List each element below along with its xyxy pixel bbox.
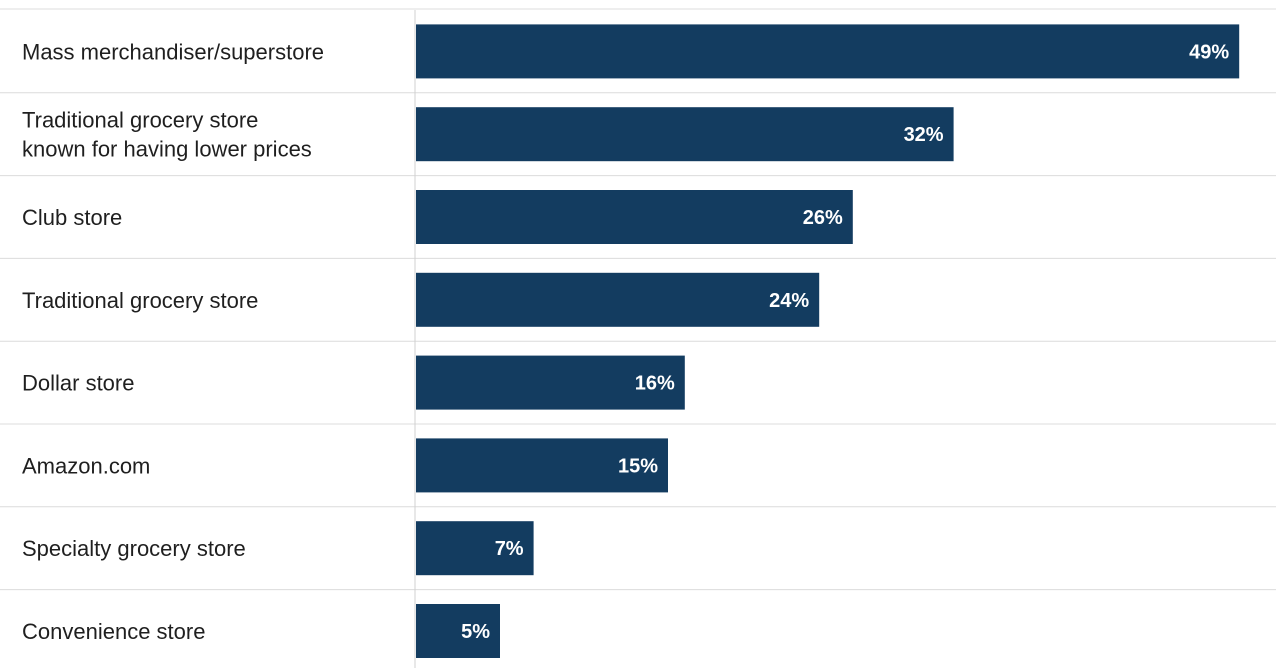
bar xyxy=(416,107,954,162)
bar xyxy=(416,438,668,493)
category-label-line: Club store xyxy=(22,205,122,230)
bar xyxy=(416,190,853,244)
category-label-line: Convenience store xyxy=(22,619,205,644)
category-labels-group: Mass merchandiser/superstore Traditional … xyxy=(22,39,324,644)
bar xyxy=(416,604,500,658)
bar xyxy=(416,272,820,327)
category-label-line: Traditional grocery store xyxy=(22,108,258,133)
category-label: Convenience store xyxy=(22,619,205,644)
bars-group: 49% 32% 26% 24% 16% 15% 7% 5% xyxy=(416,24,1240,658)
category-label: Club store xyxy=(22,205,122,230)
category-label: Specialty grocery store xyxy=(22,536,246,561)
bar-value-label: 15% xyxy=(618,455,658,477)
bar xyxy=(416,24,1240,79)
category-label-line: Mass merchandiser/superstore xyxy=(22,39,324,64)
category-label-line: Dollar store xyxy=(22,371,134,396)
category-label-line: Amazon.com xyxy=(22,453,150,478)
bar-value-label: 32% xyxy=(904,124,944,146)
bar-value-label: 7% xyxy=(495,538,524,560)
category-label: Dollar store xyxy=(22,371,134,396)
category-label: Traditional grocery store xyxy=(22,288,258,313)
category-label: Traditional grocery store known for havin… xyxy=(22,108,312,162)
row-separators xyxy=(0,8,1276,591)
category-label: Mass merchandiser/superstore xyxy=(22,39,324,64)
bar-value-label: 24% xyxy=(769,290,809,312)
bar-value-label: 49% xyxy=(1189,41,1229,63)
bar xyxy=(416,355,685,410)
category-label-line: known for having lower prices xyxy=(22,137,312,162)
bar xyxy=(416,521,534,576)
bar-value-label: 5% xyxy=(461,621,490,643)
category-label-line: Specialty grocery store xyxy=(22,536,246,561)
bar-value-label: 16% xyxy=(635,373,675,395)
category-label: Amazon.com xyxy=(22,453,150,478)
category-label-line: Traditional grocery store xyxy=(22,288,258,313)
bar-value-label: 26% xyxy=(803,207,843,229)
